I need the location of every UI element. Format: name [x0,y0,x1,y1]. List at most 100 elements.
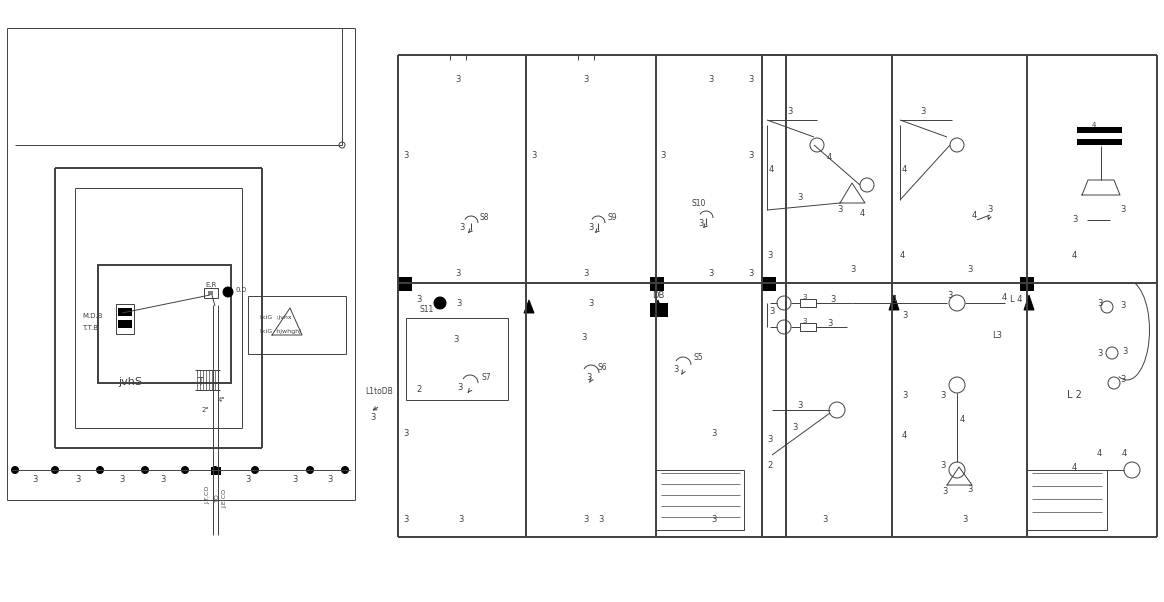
Circle shape [949,462,965,478]
Bar [650,303,668,317]
Text: L3: L3 [992,330,1002,340]
Text: 4: 4 [902,430,907,439]
Text: 3: 3 [767,250,773,259]
Bar [762,277,776,291]
Text: S10: S10 [691,199,705,208]
Text: 3: 3 [76,474,80,483]
Text: 3: 3 [581,334,587,343]
Bar [118,308,132,316]
Text: 4: 4 [1092,122,1096,128]
Text: 3: 3 [850,265,856,275]
Text: 4: 4 [892,294,897,303]
Text: 4: 4 [860,208,865,217]
Text: 3: 3 [161,474,165,483]
Text: S6: S6 [598,364,608,373]
Text: 3: 3 [941,391,945,400]
Text: 4": 4" [218,397,226,403]
Circle shape [1101,301,1113,313]
Text: S9: S9 [608,214,618,223]
Polygon shape [1024,295,1034,310]
Text: 4: 4 [826,154,832,163]
Text: 4: 4 [1122,448,1127,458]
Text: 3: 3 [698,219,703,228]
Text: 3: 3 [455,268,461,278]
Text: 3: 3 [403,429,409,438]
Text: 3: 3 [902,311,908,320]
Text: 3: 3 [660,150,666,160]
Text: J.E.CO: J.E.CO [222,488,227,507]
Text: 3: 3 [748,75,753,84]
Text: 3: 3 [673,365,679,374]
Circle shape [949,377,965,393]
Bar [1027,470,1107,530]
Text: 0.0: 0.0 [235,287,247,293]
Text: 3: 3 [830,294,836,303]
Text: E.R: E.R [205,282,217,288]
Text: 3: 3 [583,268,589,278]
Text: 3: 3 [709,268,714,278]
Circle shape [434,297,446,309]
Text: jvhS: jvhS [118,377,142,387]
Text: 3: 3 [1120,300,1126,309]
Text: 4: 4 [900,250,906,259]
Circle shape [341,467,348,474]
Text: 3: 3 [802,318,807,324]
Bar [1077,139,1122,145]
Text: 3: 3 [967,265,972,275]
Text: 3: 3 [802,294,807,300]
Bar [656,470,744,530]
Text: 4: 4 [769,166,774,175]
Text: 3: 3 [711,429,716,438]
Text: S7: S7 [481,373,490,382]
Text: 3: 3 [583,75,589,84]
Circle shape [1108,377,1120,389]
Circle shape [339,142,345,148]
Bar [406,318,508,400]
Text: M.D.B: M.D.B [81,313,102,319]
Circle shape [251,467,258,474]
Text: 3: 3 [792,423,797,432]
Circle shape [778,320,792,334]
Bar [118,320,132,328]
Circle shape [97,467,104,474]
Text: L 4: L 4 [1010,296,1022,305]
Text: 3: 3 [1120,205,1126,214]
Text: 3: 3 [403,150,409,160]
Text: 3: 3 [941,461,945,470]
Text: 3: 3 [748,150,753,160]
Text: 3: 3 [787,108,793,117]
Text: T.T.B: T.T.B [81,325,98,331]
Text: 3: 3 [947,291,952,300]
Circle shape [860,178,874,192]
Circle shape [12,467,19,474]
Text: 3: 3 [987,205,993,214]
Text: 3: 3 [531,150,537,160]
Circle shape [1106,347,1117,359]
Text: S11: S11 [420,305,434,314]
Bar [204,288,218,298]
Text: 3: 3 [797,193,802,202]
Bar [248,296,346,354]
Circle shape [306,467,313,474]
Text: T: T [197,377,203,387]
Bar [211,467,221,475]
Text: 3: 3 [961,515,967,524]
Text: 3: 3 [1072,216,1078,225]
Bar [1077,127,1122,133]
Text: 3: 3 [457,515,463,524]
Text: 3: 3 [1096,349,1102,358]
Polygon shape [889,295,899,310]
Text: 3: 3 [292,474,298,483]
Circle shape [51,467,58,474]
Text: 3: 3 [709,75,714,84]
Bar [1020,277,1034,291]
Text: S5: S5 [693,353,703,362]
Text: 3: 3 [902,391,908,400]
Text: 3: 3 [598,515,603,524]
Circle shape [778,296,792,310]
Text: 3: 3 [583,515,588,524]
Text: 3: 3 [1096,299,1102,308]
Text: 3: 3 [246,474,250,483]
Text: 4: 4 [1096,448,1102,458]
Text: 3: 3 [1122,347,1128,356]
